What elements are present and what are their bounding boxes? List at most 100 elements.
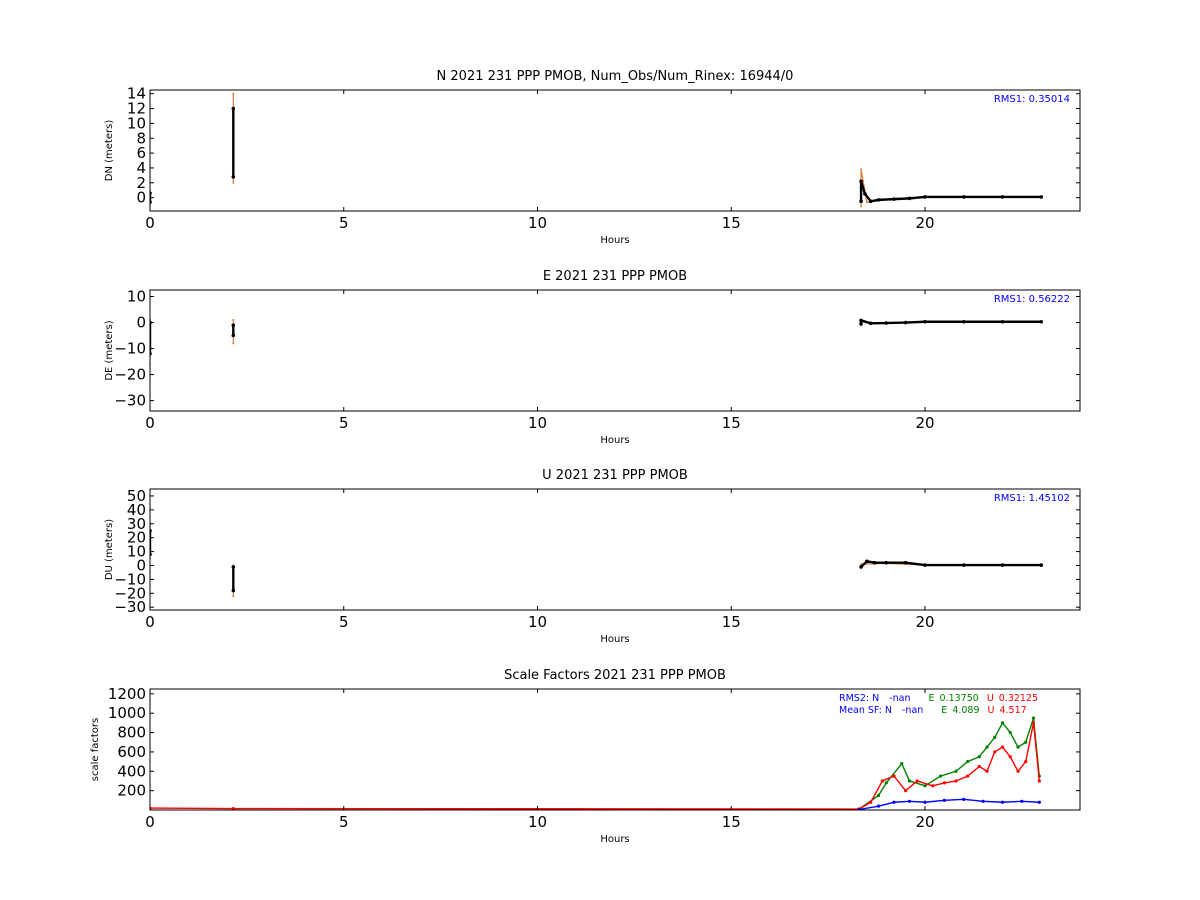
data-point [900, 761, 904, 766]
data-point [923, 784, 927, 788]
data-point [892, 800, 896, 804]
x-tick-label: 10 [528, 813, 547, 831]
data-point [892, 774, 896, 778]
x-tick-label: 20 [915, 613, 934, 631]
data-point [993, 735, 997, 740]
data-point [1016, 769, 1020, 773]
series-2 [150, 106, 1044, 204]
data-point [884, 321, 889, 325]
data-point [977, 755, 981, 759]
ann-u-value: 0.32125 [999, 693, 1038, 704]
data-point [857, 807, 861, 810]
y-axis-label: scale factors [90, 718, 101, 781]
y-tick-label: 12 [127, 100, 146, 118]
data-point [1031, 716, 1036, 720]
series-line [858, 717, 1041, 810]
chart-title: U 2021 231 PPP PMOB [542, 468, 688, 483]
axes-frame [149, 688, 1081, 811]
rms-annotation: RMS1: 0.35014 [994, 94, 1070, 105]
data-point [884, 560, 889, 565]
data-point [231, 333, 236, 338]
data-point [1000, 195, 1005, 199]
data-point [231, 175, 236, 179]
data-point [1000, 800, 1005, 804]
data-point [1000, 721, 1005, 725]
y-tick-label: −20 [114, 584, 146, 602]
x-tick-label: 5 [339, 414, 349, 432]
rms-annotation: RMS1: 1.45102 [994, 493, 1070, 504]
data-point [1039, 319, 1044, 324]
x-tick-label: 5 [339, 214, 349, 232]
x-tick-label: 15 [722, 613, 741, 631]
data-point [942, 798, 946, 802]
x-tick-label: 5 [339, 813, 349, 831]
data-point [938, 774, 943, 778]
y-tick-label: 10 [127, 114, 146, 132]
y-tick-label: 30 [127, 515, 146, 533]
annotation-line-1: RMS2: N -nan E 0.13750 U 0.32125 [839, 693, 1038, 704]
chart-title: N 2021 231 PPP PMOB, Num_Obs/Num_Rinex: … [437, 69, 794, 84]
axes-frame [149, 89, 1081, 212]
data-point [231, 588, 236, 593]
y-tick-label: 10 [127, 288, 146, 306]
trace-segment [909, 195, 926, 200]
data-point [231, 806, 235, 810]
ann-n-value: -nan [902, 705, 923, 716]
ann-u-value: 4.517 [999, 705, 1026, 716]
x-tick-label: 0 [145, 813, 155, 831]
y-tick-label: 0 [136, 314, 146, 332]
x-tick-label: 15 [722, 214, 741, 232]
data-point [869, 800, 873, 804]
data-point [923, 319, 927, 324]
trace-segment [905, 561, 926, 567]
data-point [865, 201, 868, 204]
data-point [903, 560, 908, 565]
data-point [232, 181, 235, 184]
data-point [231, 106, 236, 111]
ann-u-label: U [987, 693, 994, 704]
ann-n-label: Mean SF: N [839, 705, 892, 716]
data-point [232, 92, 235, 95]
y-tick-label: −10 [114, 570, 146, 588]
ann-e-value: 0.13750 [940, 693, 979, 704]
y-axis-label: DN (meters) [104, 120, 115, 182]
data-point [876, 793, 881, 798]
y-tick-label: −20 [114, 366, 146, 384]
data-point [993, 750, 997, 754]
y-tick-label: 14 [127, 85, 146, 103]
plot-area [150, 92, 1044, 208]
ann-e-label: E [929, 693, 935, 704]
data-point [954, 779, 958, 783]
data-point [880, 779, 884, 783]
data-point [931, 784, 935, 788]
x-axis-label: Hours [600, 435, 629, 446]
data-point [907, 799, 912, 803]
data-point [907, 196, 912, 201]
data-point [1000, 563, 1005, 567]
x-tick-label: 20 [915, 414, 934, 432]
trace-segment [859, 180, 867, 195]
data-point [1008, 730, 1012, 735]
data-point [892, 197, 896, 201]
data-point [1016, 745, 1020, 749]
chart-panel-1: N 2021 231 PPP PMOB, Num_Obs/Num_Rinex: … [104, 69, 1081, 246]
data-point [859, 179, 863, 184]
data-point [876, 198, 881, 202]
data-point [1037, 800, 1041, 804]
data-point [865, 559, 869, 564]
data-point [876, 804, 881, 808]
x-tick-label: 10 [528, 214, 547, 232]
data-point [231, 565, 236, 569]
rms-annotation: RMS1: 0.56222 [994, 294, 1070, 305]
data-point [904, 789, 908, 793]
series-line [859, 798, 1040, 810]
x-axis-label: Hours [600, 634, 629, 645]
y-tick-label: −30 [114, 392, 146, 410]
data-point [961, 563, 966, 567]
data-point [942, 781, 946, 785]
series-2 [150, 318, 1044, 356]
data-point [1039, 563, 1044, 567]
data-point [961, 319, 966, 324]
